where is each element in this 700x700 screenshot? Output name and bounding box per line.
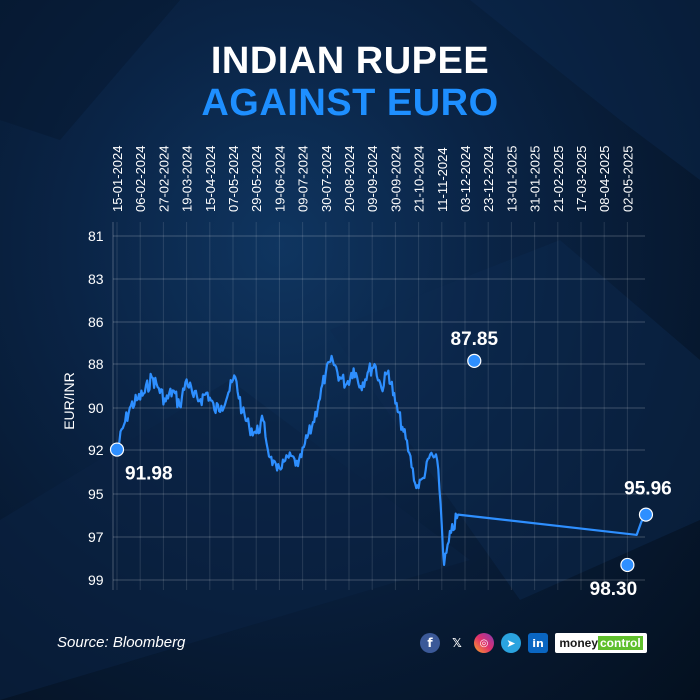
x-tick-label: 19-03-2024 [180, 146, 195, 213]
linkedin-icon[interactable]: in [528, 633, 548, 653]
moneycontrol-logo[interactable]: money control [555, 633, 647, 653]
y-tick-label: 90 [88, 400, 104, 416]
annotation-point [467, 353, 482, 368]
x-tick-label: 20-08-2024 [342, 146, 357, 213]
x-tick-label: 08-04-2025 [597, 146, 612, 213]
brand-suffix: control [598, 636, 643, 650]
annotations: 91.98 87.85 98.30 95.96 [109, 329, 672, 600]
telegram-icon[interactable]: ➤ [501, 633, 521, 653]
x-tick-label: 27-02-2024 [156, 146, 171, 213]
y-tick-label: 86 [88, 314, 104, 330]
x-tick-label: 09-07-2024 [296, 146, 311, 213]
x-tick-label: 21-02-2025 [551, 146, 566, 213]
title-line-2: AGAINST EURO [201, 82, 499, 124]
x-tick-label: 13-01-2025 [504, 146, 519, 213]
x-tick-label: 02-05-2025 [620, 146, 635, 213]
annotation-point [620, 557, 635, 573]
x-tick-label: 11-11-2024 [435, 147, 450, 212]
annotation-point [638, 507, 654, 522]
grid-lines [112, 222, 645, 590]
x-tick-label: 19-06-2024 [272, 146, 287, 213]
annotation-label: 91.98 [125, 464, 173, 485]
brand-prefix: money [559, 636, 598, 650]
x-tick-label: 07-05-2024 [226, 146, 241, 213]
x-tick-label: 09-09-2024 [365, 146, 380, 213]
y-tick-label: 88 [88, 356, 104, 372]
x-tick-label: 30-07-2024 [319, 146, 334, 213]
annotation-label: 87.85 [451, 329, 499, 350]
y-tick-label: 97 [88, 529, 104, 545]
y-tick-label: 95 [88, 486, 104, 502]
series-layer [115, 354, 647, 566]
annotation-label: 98.30 [590, 579, 638, 600]
x-tick-label: 30-09-2024 [388, 146, 403, 213]
x-tick-label: 29-05-2024 [249, 146, 264, 213]
x-tick-label: 15-04-2024 [203, 146, 218, 213]
facebook-icon[interactable]: f [420, 633, 440, 653]
x-tick-label: 31-01-2025 [528, 146, 543, 213]
x-tick-label: 03-12-2024 [458, 146, 473, 213]
y-tick-label: 83 [88, 271, 104, 287]
y-tick-labels: 81 83 86 88 90 92 95 97 99 [88, 228, 104, 588]
y-tick-label: 99 [88, 572, 104, 588]
series-line-eur-inr [115, 354, 647, 566]
annotation-label: 95.96 [624, 479, 672, 500]
annotation-point [109, 442, 125, 457]
x-tick-label: 21-10-2024 [412, 146, 427, 213]
x-icon[interactable]: 𝕏 [452, 636, 462, 650]
x-tick-labels: 15-01-2024 06-02-2024 27-02-2024 19-03-2024… [110, 146, 635, 213]
y-tick-label: 81 [88, 228, 104, 244]
x-tick-label: 17-03-2025 [574, 146, 589, 213]
y-tick-label: 92 [88, 442, 104, 458]
source-note: Source: Bloomberg [57, 634, 186, 651]
x-tick-label: 15-01-2024 [110, 146, 125, 213]
title-line-1: INDIAN RUPEE [210, 40, 490, 82]
instagram-icon[interactable]: ◎ [474, 633, 494, 653]
x-tick-label: 06-02-2024 [133, 146, 148, 213]
x-tick-label: 23-12-2024 [481, 146, 496, 213]
y-axis-label: EUR/INR [61, 372, 77, 430]
